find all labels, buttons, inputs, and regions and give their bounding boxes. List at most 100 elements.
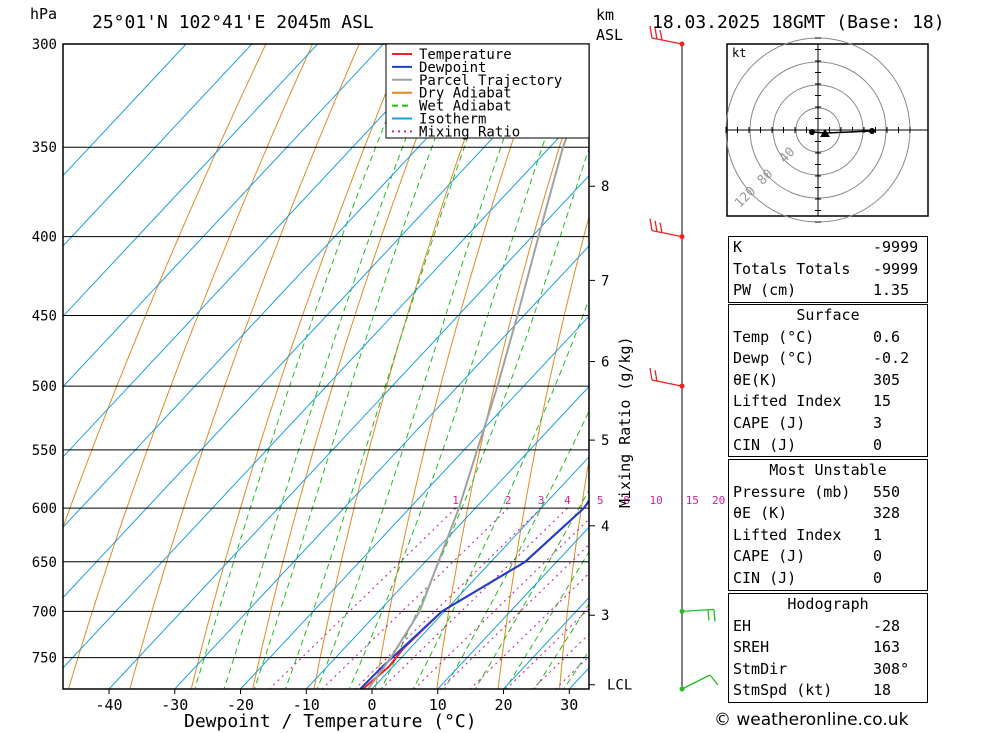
index-row: CAPE (J) 3: [729, 413, 927, 435]
index-label: CAPE (J): [733, 547, 806, 566]
asl-unit-label: ASL: [596, 26, 623, 44]
legend-label: Parcel Trajectory: [419, 73, 562, 89]
dewpoint-line: [359, 498, 589, 689]
index-value: -9999: [873, 238, 919, 256]
isotherm-line: [63, 44, 450, 458]
isotherm-line: [63, 44, 581, 599]
hodograph-point: [869, 128, 875, 134]
km-tick-label: 7: [601, 273, 609, 289]
isotherm-line: [63, 44, 384, 388]
dry-adiabat-line: [374, 44, 547, 689]
wind-barb-flag: [659, 29, 663, 41]
km-tick-label: 3: [601, 608, 609, 624]
index-row: Temp (°C) 0.6: [729, 327, 927, 349]
hodograph-unit-label: kt: [732, 46, 746, 60]
mixing-ratio-label: 3: [538, 494, 545, 507]
wind-barb-shaft: [681, 608, 715, 613]
x-tick-label: 0: [368, 696, 377, 714]
wet-adiabat-line: [348, 44, 578, 689]
x-tick-label: -40: [95, 696, 122, 714]
location-label: 25°01'N 102°41'E 2045m ASL: [92, 12, 374, 33]
index-row: θE (K) 328: [729, 503, 927, 525]
index-row: EH -28: [729, 616, 927, 638]
index-label: θE (K): [733, 504, 788, 523]
pressure-tick-label: 400: [32, 230, 57, 246]
most-unstable-panel: Most Unstable Pressure (mb) 550 θE (K) 328…: [728, 459, 928, 591]
x-tick-label: -10: [293, 696, 320, 714]
pressure-tick-label: 700: [32, 604, 57, 620]
wind-barb-flag: [713, 609, 716, 622]
km-tick-label: 5: [601, 433, 609, 449]
mixing-ratio-label: 10: [650, 494, 663, 507]
isotherm-line: [305, 385, 589, 689]
index-label: Temp (°C): [733, 327, 815, 346]
isotherm-line: [240, 315, 589, 689]
hpa-unit-label: hPa: [30, 5, 57, 23]
index-label: PW (cm): [733, 281, 797, 300]
wet-adiabat-line: [474, 489, 589, 689]
legend-label: Isotherm: [419, 112, 486, 128]
index-value: 0.6: [873, 327, 901, 346]
isotherm-line: [371, 456, 589, 689]
wind-barb-flag: [707, 610, 710, 621]
wind-barb-flag: [659, 222, 663, 233]
mixing-ratio-line: [380, 507, 568, 689]
dry-adiabat-line: [558, 457, 589, 689]
x-tick-label: 10: [429, 696, 447, 714]
wet-adiabat-line: [223, 44, 444, 689]
index-value: 0: [873, 547, 883, 566]
index-row: Totals Totals -9999: [729, 259, 927, 281]
isotherm-line: [63, 44, 187, 177]
legend-label: Dewpoint: [419, 60, 486, 76]
index-label: CAPE (J): [733, 413, 806, 432]
mixing-ratio-line: [555, 655, 589, 689]
pressure-tick-label: 350: [32, 140, 57, 156]
pressure-tick-label: 300: [32, 37, 57, 53]
index-value: -9999: [873, 259, 919, 278]
legend-label: Mixing Ratio: [419, 124, 520, 140]
wind-barb-flag: [654, 369, 658, 382]
isotherm-line: [174, 245, 589, 689]
index-value: 1.35: [873, 281, 910, 300]
mixing-ratio-line: [269, 507, 457, 689]
index-label: Lifted Index: [733, 392, 842, 411]
index-row: Dewp (°C) -0.2: [729, 348, 927, 370]
index-label: CIN (J): [733, 568, 797, 587]
mixing-ratio-label: 1: [452, 494, 459, 507]
wind-barb-flag: [709, 674, 719, 686]
dry-adiabat-line: [129, 44, 360, 689]
km-tick-label: 8: [601, 179, 609, 195]
mixing-ratio-label: 8: [623, 494, 630, 507]
km-tick-label: 6: [601, 355, 609, 371]
mixing-ratio-line: [413, 518, 589, 689]
wet-adiabat-line: [443, 410, 589, 689]
index-value: 3: [873, 413, 883, 432]
index-value: 15: [873, 392, 892, 411]
temperature-line: [362, 499, 589, 689]
index-value: 308°: [873, 659, 910, 678]
datetime-label: 18.03.2025 18GMT (Base: 18): [652, 12, 945, 33]
x-axis-label: Dewpoint / Temperature (°C): [184, 711, 477, 732]
index-row: θE(K) 305: [729, 370, 927, 392]
wind-barb: [649, 218, 683, 238]
mixing-ratio-line: [505, 607, 589, 689]
index-value: 0: [873, 435, 883, 454]
index-label: EH: [733, 616, 752, 635]
legend-label: Temperature: [419, 47, 512, 63]
most-unstable-title: Most Unstable: [769, 461, 887, 479]
pressure-tick-label: 750: [32, 651, 57, 667]
copyright-link[interactable]: © weatheronline.co.uk: [714, 710, 909, 730]
isotherm-line: [108, 174, 589, 689]
dry-adiabat-line: [313, 44, 500, 689]
pressure-tick-label: 600: [32, 501, 57, 517]
index-label: K: [733, 238, 743, 256]
km-tick-label: LCL: [607, 678, 632, 694]
wind-barb-flag: [649, 367, 653, 381]
dry-adiabat-line: [67, 44, 313, 689]
km-unit-label: km: [596, 6, 614, 24]
x-tick-label: 30: [560, 696, 578, 714]
isotherm-line: [63, 44, 253, 247]
index-label: θE(K): [733, 370, 779, 389]
